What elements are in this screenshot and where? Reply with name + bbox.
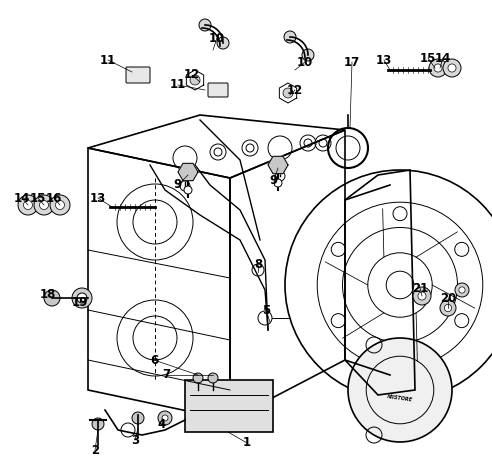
Text: 9: 9 <box>270 173 278 187</box>
Text: 1: 1 <box>243 437 251 449</box>
Circle shape <box>217 37 229 49</box>
Text: 11: 11 <box>100 54 116 67</box>
Circle shape <box>283 88 293 98</box>
Text: 14: 14 <box>435 51 451 65</box>
Text: 9: 9 <box>174 179 182 191</box>
Circle shape <box>418 292 426 300</box>
Circle shape <box>39 200 49 209</box>
Circle shape <box>77 293 87 303</box>
Text: 7: 7 <box>162 369 170 381</box>
Text: 4: 4 <box>158 418 166 431</box>
Circle shape <box>44 290 60 306</box>
Text: 11: 11 <box>170 78 186 92</box>
Text: 12: 12 <box>287 84 303 96</box>
FancyBboxPatch shape <box>185 380 273 432</box>
Circle shape <box>284 31 296 43</box>
Circle shape <box>193 373 203 383</box>
Circle shape <box>434 64 442 72</box>
Text: 8: 8 <box>254 258 262 272</box>
Circle shape <box>208 373 218 383</box>
Text: 2: 2 <box>91 444 99 456</box>
Text: 17: 17 <box>344 56 360 68</box>
Text: 6: 6 <box>150 353 158 367</box>
Circle shape <box>184 186 192 194</box>
Circle shape <box>455 283 469 297</box>
Circle shape <box>448 64 456 72</box>
Circle shape <box>34 195 54 215</box>
Text: 12: 12 <box>184 68 200 82</box>
Circle shape <box>158 411 172 425</box>
Text: 20: 20 <box>440 292 456 304</box>
Polygon shape <box>178 163 198 180</box>
Circle shape <box>56 200 64 209</box>
Circle shape <box>348 338 452 442</box>
Circle shape <box>50 195 70 215</box>
Text: 15: 15 <box>420 51 436 65</box>
Circle shape <box>331 314 345 328</box>
Polygon shape <box>268 156 288 174</box>
Text: 14: 14 <box>14 191 30 205</box>
Text: 19: 19 <box>72 295 88 308</box>
Text: 3: 3 <box>131 434 139 446</box>
Text: 21: 21 <box>412 282 428 294</box>
Circle shape <box>443 59 461 77</box>
Circle shape <box>302 49 314 61</box>
FancyBboxPatch shape <box>126 67 150 83</box>
Circle shape <box>429 59 447 77</box>
Circle shape <box>413 287 431 305</box>
Circle shape <box>393 207 407 221</box>
Circle shape <box>190 75 200 85</box>
Circle shape <box>274 179 282 187</box>
Text: 13: 13 <box>90 191 106 205</box>
Circle shape <box>444 304 452 312</box>
Circle shape <box>455 314 469 328</box>
Text: 18: 18 <box>40 288 56 302</box>
Circle shape <box>440 300 456 316</box>
Circle shape <box>393 349 407 363</box>
Text: 16: 16 <box>46 191 62 205</box>
Text: 10: 10 <box>297 56 313 68</box>
Circle shape <box>162 415 168 421</box>
Text: 13: 13 <box>376 54 392 67</box>
Circle shape <box>18 195 38 215</box>
Text: 15: 15 <box>30 191 46 205</box>
Circle shape <box>92 418 104 430</box>
Text: NIISTORE: NIISTORE <box>387 394 413 402</box>
Circle shape <box>459 287 465 293</box>
Circle shape <box>455 242 469 256</box>
Circle shape <box>199 19 211 31</box>
Text: 5: 5 <box>262 304 270 316</box>
Circle shape <box>132 412 144 424</box>
Circle shape <box>24 200 32 209</box>
Text: 10: 10 <box>209 31 225 45</box>
Circle shape <box>331 242 345 256</box>
Circle shape <box>72 288 92 308</box>
FancyBboxPatch shape <box>208 83 228 97</box>
